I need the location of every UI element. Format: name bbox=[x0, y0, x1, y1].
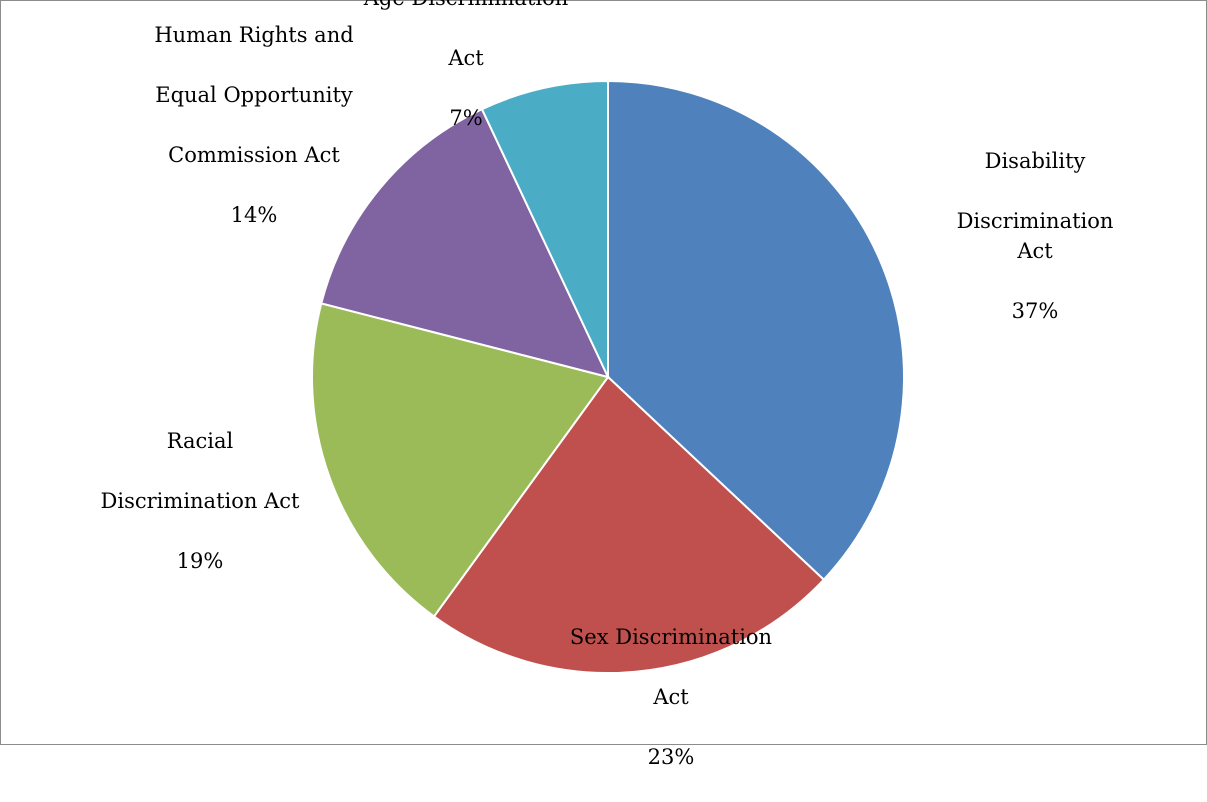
chart-frame: Disability Discrimination Act 37% Sex Di… bbox=[0, 0, 1207, 769]
slice-label-sex: Sex Discrimination Act 23% bbox=[569, 625, 773, 769]
slice-label-human-rights: Human Rights and Equal Opportunity Commi… bbox=[154, 23, 354, 227]
slice-label-age: Age Discrimination Act 7% bbox=[364, 0, 569, 130]
slice-label-disability: Disability Discrimination Act 37% bbox=[956, 149, 1114, 323]
pie-slice-human-rights bbox=[320, 107, 610, 379]
pie-slice-age bbox=[480, 79, 609, 378]
slice-label-racial: Racial Discrimination Act 19% bbox=[100, 429, 300, 573]
pie-slice-sex bbox=[432, 375, 826, 674]
pie-chart bbox=[311, 79, 905, 674]
pie-slice-racial bbox=[311, 302, 610, 618]
pie-slice-disability bbox=[607, 79, 905, 582]
